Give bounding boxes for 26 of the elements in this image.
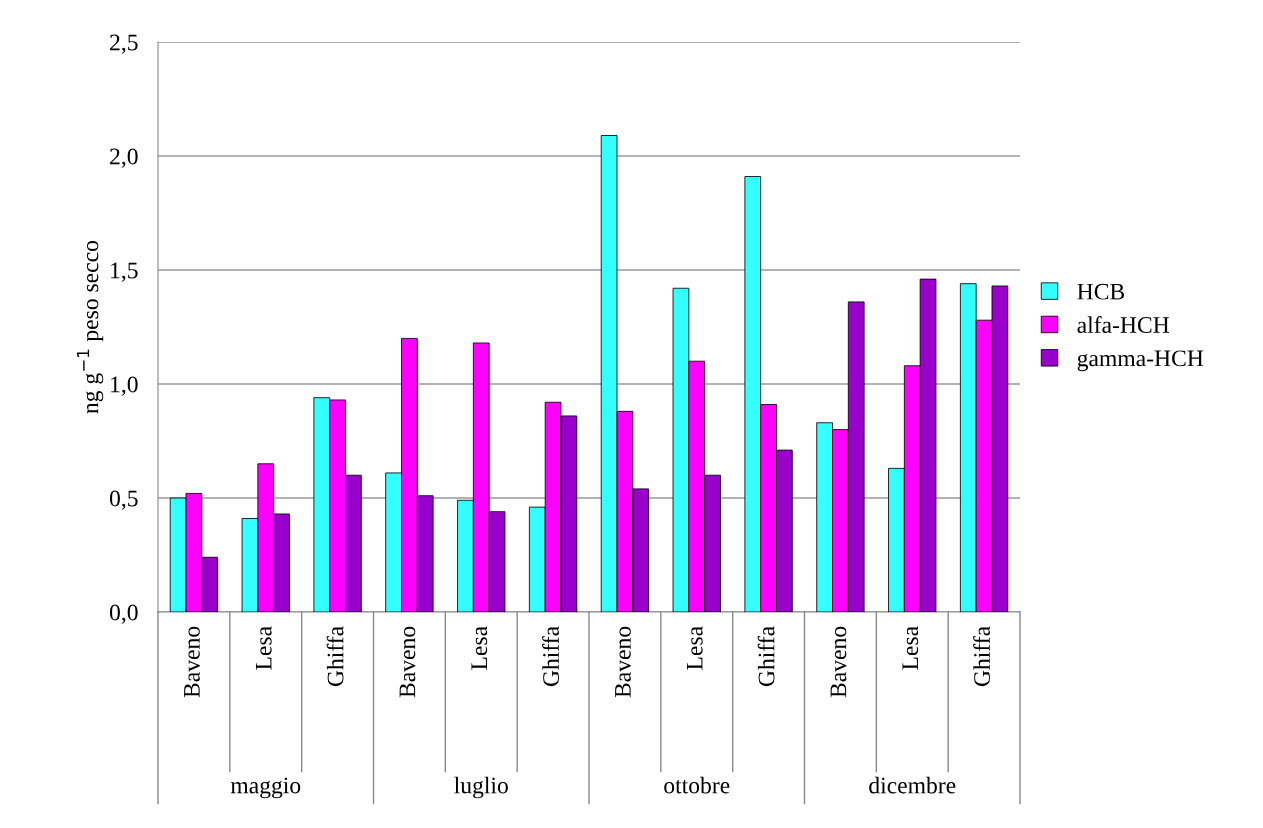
text: maggio — [230, 777, 301, 799]
y-tick-label: 0,0 — [109, 604, 138, 624]
y-tick-label: 1,0 — [111, 376, 138, 396]
x-tick-label: Lesa — [255, 626, 272, 670]
y-tick-label: 1,5 — [111, 262, 138, 282]
y-tick-label: 0,5 — [109, 490, 138, 510]
text: dicembre — [869, 776, 956, 794]
text: luglio — [454, 776, 508, 799]
x-tick-label: Lesa — [902, 626, 919, 670]
legend-label: HCB — [1077, 283, 1125, 300]
y-axis-title: ng g$^{−1}$ peso secco — [77, 240, 104, 414]
x-tick-label: Ghiffa — [973, 626, 990, 687]
x-tick-label: Baveno — [830, 626, 847, 698]
x-tick-label: Ghiffa — [326, 626, 344, 687]
legend-label: gamma-HCH — [1077, 350, 1204, 372]
y-tick-label: 2,0 — [110, 148, 138, 168]
y-tick-label: 2,5 — [110, 34, 138, 54]
x-tick-label: Ghiffa — [542, 626, 559, 687]
legend-label: alfa-HCH — [1077, 316, 1170, 333]
x-tick-label: Lesa — [686, 626, 703, 670]
x-tick-label: Baveno — [399, 626, 416, 698]
x-tick-label: Ghiffa — [757, 626, 775, 687]
x-tick-label: Baveno — [184, 626, 200, 698]
x-tick-label: Baveno — [615, 626, 631, 698]
x-tick-label: Lesa — [471, 626, 488, 670]
text: ottobre — [664, 776, 730, 794]
